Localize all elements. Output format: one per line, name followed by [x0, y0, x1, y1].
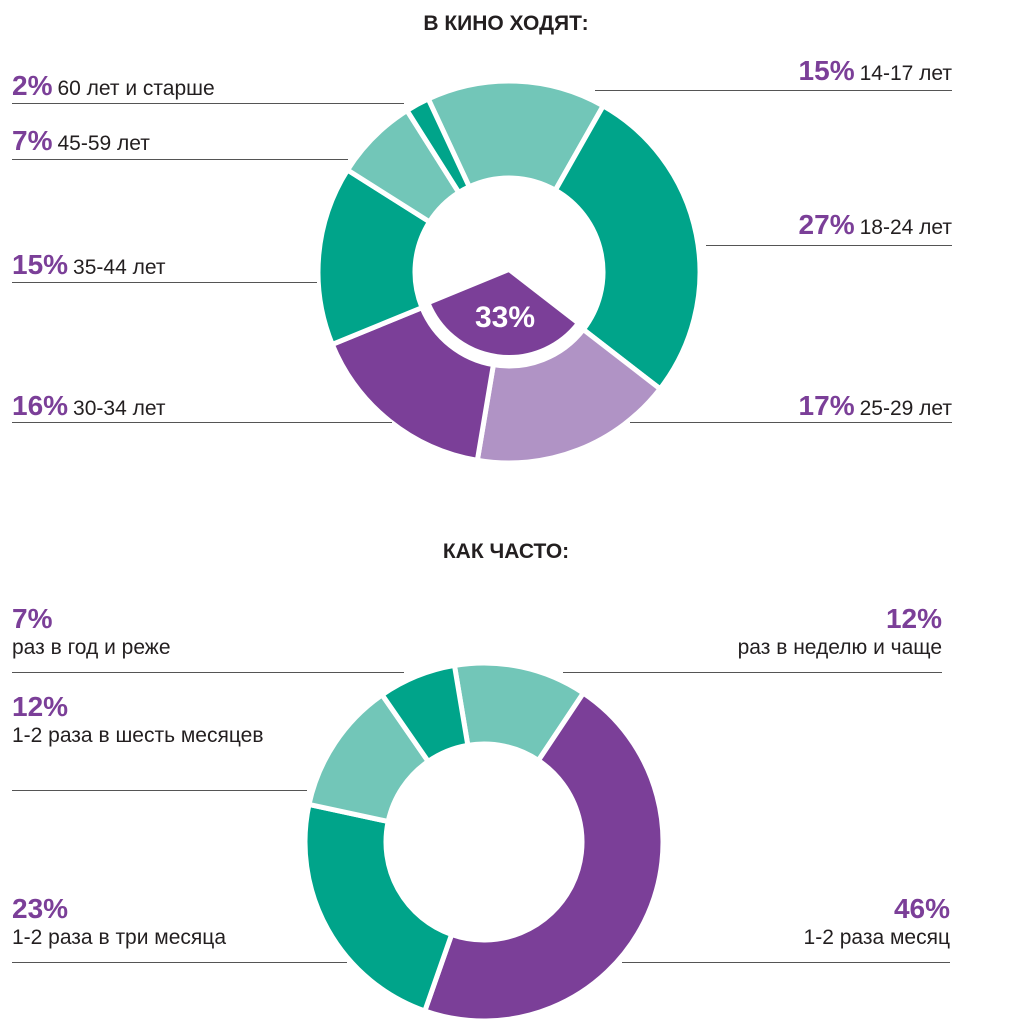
- leader-line: [12, 159, 348, 160]
- chart-title-frequency: КАК ЧАСТО:: [442, 540, 570, 563]
- leader-line: [12, 790, 307, 791]
- audience-slice-3: [328, 304, 497, 464]
- leader-line: [12, 962, 347, 963]
- frequency-slice-2: [302, 801, 455, 1015]
- leader-line: [563, 672, 942, 673]
- leader-line: [12, 103, 404, 104]
- frequency-slice-1: [421, 689, 666, 1024]
- leader-line: [12, 422, 392, 423]
- leader-line: [622, 962, 950, 963]
- label-45-59: 7% 45-59 лет: [12, 125, 150, 156]
- label-yearly: 7% раз в год и реже: [12, 603, 171, 660]
- label-35-44: 15% 35-44 лет: [12, 249, 166, 280]
- label-30-34: 16% 30-34 лет: [12, 390, 166, 421]
- leader-line: [630, 422, 952, 423]
- audience-slice-6: [403, 95, 473, 196]
- leader-line: [595, 90, 952, 91]
- leader-line: [12, 672, 404, 673]
- audience-slice-2: [474, 326, 664, 466]
- frequency-slice-4: [378, 662, 471, 765]
- label-25-29: 17% 25-29 лет: [798, 390, 952, 421]
- label-18-24: 27% 18-24 лет: [798, 209, 952, 240]
- audience-slice-1: [551, 102, 703, 393]
- leader-line: [706, 245, 952, 246]
- highlight-label: 33%: [475, 301, 535, 334]
- label-14-17: 15% 14-17 лет: [798, 55, 952, 86]
- label-weekly: 12% раз в неделю и чаще: [737, 603, 942, 660]
- chart-title-audience: В КИНО ХОДЯТ:: [423, 12, 589, 35]
- leader-line: [12, 282, 317, 283]
- label-quarterly: 23% 1-2 раза в три месяца: [12, 893, 226, 950]
- label-monthly: 46% 1-2 раза месяц: [803, 893, 950, 950]
- label-60-plus: 2% 60 лет и старше: [12, 70, 215, 101]
- label-half-year: 12% 1-2 раза в шесть месяцев: [12, 691, 264, 748]
- highlight-wedge: [425, 267, 581, 359]
